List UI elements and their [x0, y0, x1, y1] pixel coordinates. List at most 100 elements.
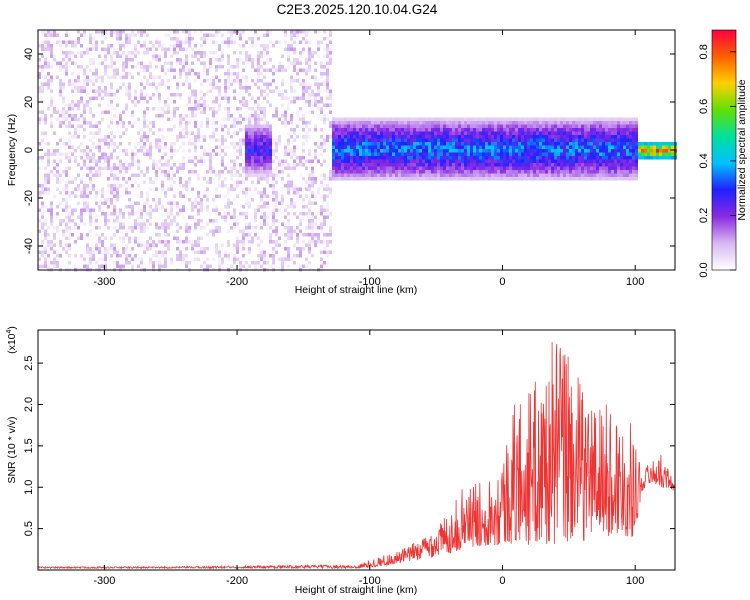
heatmap-cell — [98, 93, 101, 97]
heatmap-cell — [209, 58, 212, 62]
heatmap-cell — [149, 205, 152, 209]
heatmap-cell — [302, 89, 305, 93]
heatmap-cell — [386, 128, 389, 132]
heatmap-cell — [167, 222, 170, 226]
heatmap-cell — [308, 247, 311, 251]
heatmap-cell — [134, 89, 137, 93]
heatmap-cell — [125, 205, 128, 209]
heatmap-cell — [113, 135, 116, 139]
heatmap-cell — [65, 201, 68, 205]
heatmap-cell — [212, 79, 215, 83]
heatmap-cell — [281, 194, 284, 198]
heatmap-cell — [485, 135, 488, 139]
heatmap-cell — [440, 177, 443, 181]
heatmap-cell — [293, 187, 296, 191]
heatmap-cell — [332, 149, 335, 153]
heatmap-cell — [563, 170, 566, 174]
heatmap-cell — [263, 170, 266, 174]
heatmap-cell — [581, 149, 584, 153]
heatmap-cell — [143, 44, 146, 48]
heatmap-cell — [290, 61, 293, 65]
heatmap-cell — [146, 194, 149, 198]
heatmap-cell — [47, 107, 50, 111]
heatmap-cell — [611, 142, 614, 146]
heatmap-cell — [473, 128, 476, 132]
heatmap-cell — [407, 124, 410, 128]
heatmap-cell — [251, 240, 254, 244]
heatmap-cell — [167, 86, 170, 90]
heatmap-cell — [248, 124, 251, 128]
heatmap-cell — [128, 226, 131, 230]
heatmap-cell — [206, 124, 209, 128]
heatmap-cell — [551, 152, 554, 156]
heatmap-cell — [308, 128, 311, 132]
heatmap-cell — [458, 142, 461, 146]
heatmap-cell — [212, 75, 215, 79]
heatmap-cell — [500, 166, 503, 170]
heatmap-cell — [101, 187, 104, 191]
heatmap-cell — [563, 135, 566, 139]
heatmap-cell — [71, 124, 74, 128]
heatmap-cell — [185, 121, 188, 125]
heatmap-cell — [512, 121, 515, 125]
heatmap-cell — [452, 117, 455, 121]
heatmap-cell — [542, 124, 545, 128]
heatmap-cell — [74, 254, 77, 258]
heatmap-cell — [467, 131, 470, 135]
heatmap-cell — [386, 156, 389, 160]
heatmap-cell — [395, 138, 398, 142]
snr-x-ticks: -300 -200 -100 0 100 — [93, 330, 644, 587]
heatmap-cell — [500, 145, 503, 149]
heatmap-cell — [185, 103, 188, 107]
heatmap-cell — [206, 33, 209, 37]
heatmap-cell — [605, 124, 608, 128]
heatmap-cell — [668, 145, 671, 149]
heatmap-cell — [332, 177, 335, 181]
heatmap-cell — [200, 226, 203, 230]
heatmap-cell — [74, 40, 77, 44]
heatmap-cell — [254, 226, 257, 230]
heatmap-cell — [335, 152, 338, 156]
heatmap-cell — [503, 170, 506, 174]
heatmap-cell — [257, 86, 260, 90]
heatmap-cell — [437, 121, 440, 125]
heatmap-cell — [125, 229, 128, 233]
heatmap-cell — [431, 117, 434, 121]
heatmap-cell — [389, 156, 392, 160]
heatmap-cell — [101, 243, 104, 247]
heatmap-cell — [296, 247, 299, 251]
heatmap-cell — [638, 149, 641, 153]
heatmap-cell — [602, 163, 605, 167]
heatmap-cell — [410, 149, 413, 153]
heatmap-cell — [386, 124, 389, 128]
heatmap-cell — [290, 257, 293, 261]
heatmap-cell — [509, 166, 512, 170]
heatmap-cell — [566, 173, 569, 177]
heatmap-cell — [293, 166, 296, 170]
heatmap-cell — [428, 121, 431, 125]
heatmap-cell — [404, 121, 407, 125]
heatmap-cell — [68, 166, 71, 170]
heatmap-cell — [296, 96, 299, 100]
heatmap-cell — [551, 117, 554, 121]
heatmap-cell — [80, 194, 83, 198]
heatmap-cell — [131, 212, 134, 216]
heatmap-cell — [386, 121, 389, 125]
heatmap-cell — [323, 121, 326, 125]
heatmap-cell — [140, 145, 143, 149]
heatmap-cell — [83, 82, 86, 86]
heatmap-cell — [302, 128, 305, 132]
heatmap-cell — [620, 138, 623, 142]
heatmap-cell — [203, 103, 206, 107]
heatmap-cell — [431, 128, 434, 132]
heatmap-cell — [257, 205, 260, 209]
heatmap-cell — [185, 236, 188, 240]
heatmap-cell — [314, 149, 317, 153]
heatmap-cell — [146, 243, 149, 247]
heatmap-cell — [563, 177, 566, 181]
heatmap-cell — [362, 177, 365, 181]
heatmap-cell — [278, 159, 281, 163]
heatmap-cell — [389, 149, 392, 153]
heatmap-cell — [323, 138, 326, 142]
heatmap-cell — [221, 261, 224, 265]
